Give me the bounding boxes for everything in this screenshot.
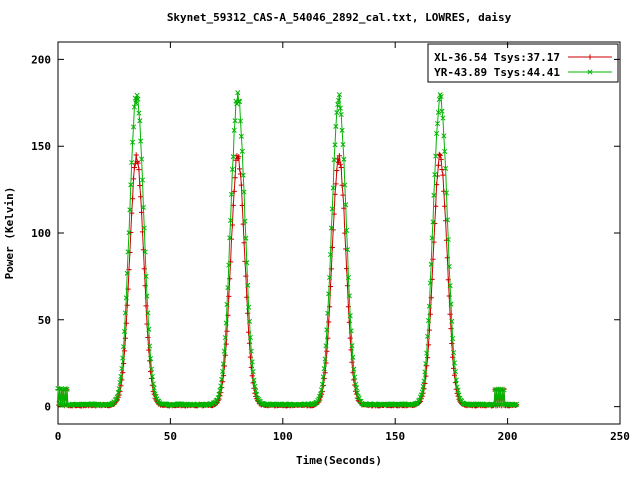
x-tick-label: 200 bbox=[498, 430, 518, 443]
x-tick-label: 100 bbox=[273, 430, 293, 443]
x-axis-label: Time(Seconds) bbox=[296, 454, 382, 467]
x-tick-label: 50 bbox=[164, 430, 177, 443]
y-tick-label: 50 bbox=[38, 314, 51, 327]
y-tick-label: 150 bbox=[31, 140, 51, 153]
legend-box bbox=[427, 43, 619, 83]
legend-label-xl: XL-36.54 Tsys:37.17 bbox=[434, 51, 560, 64]
y-tick-label: 200 bbox=[31, 53, 51, 66]
series-markers-1 bbox=[55, 90, 520, 408]
plus-marker-icon bbox=[587, 54, 593, 60]
y-tick-label: 100 bbox=[31, 227, 51, 240]
x-tick-label: 250 bbox=[610, 430, 630, 443]
legend-label-yr: YR-43.89 Tsys:44.41 bbox=[434, 66, 560, 79]
x-tick-label: 0 bbox=[55, 430, 62, 443]
y-axis-label: Power (Kelvin) bbox=[3, 187, 16, 280]
plot-layer: 0 50 100 150 200 250 0 50 100 150 200 bbox=[31, 41, 630, 443]
chart-title: Skynet_59312_CAS-A_54046_2892_cal.txt, L… bbox=[167, 11, 512, 24]
y-tick-label: 0 bbox=[44, 401, 51, 414]
x-tick-label: 150 bbox=[385, 430, 405, 443]
legend: XL-36.54 Tsys:37.17 YR-43.89 Tsys:44.41 bbox=[427, 43, 619, 83]
cross-marker-icon bbox=[587, 69, 593, 75]
